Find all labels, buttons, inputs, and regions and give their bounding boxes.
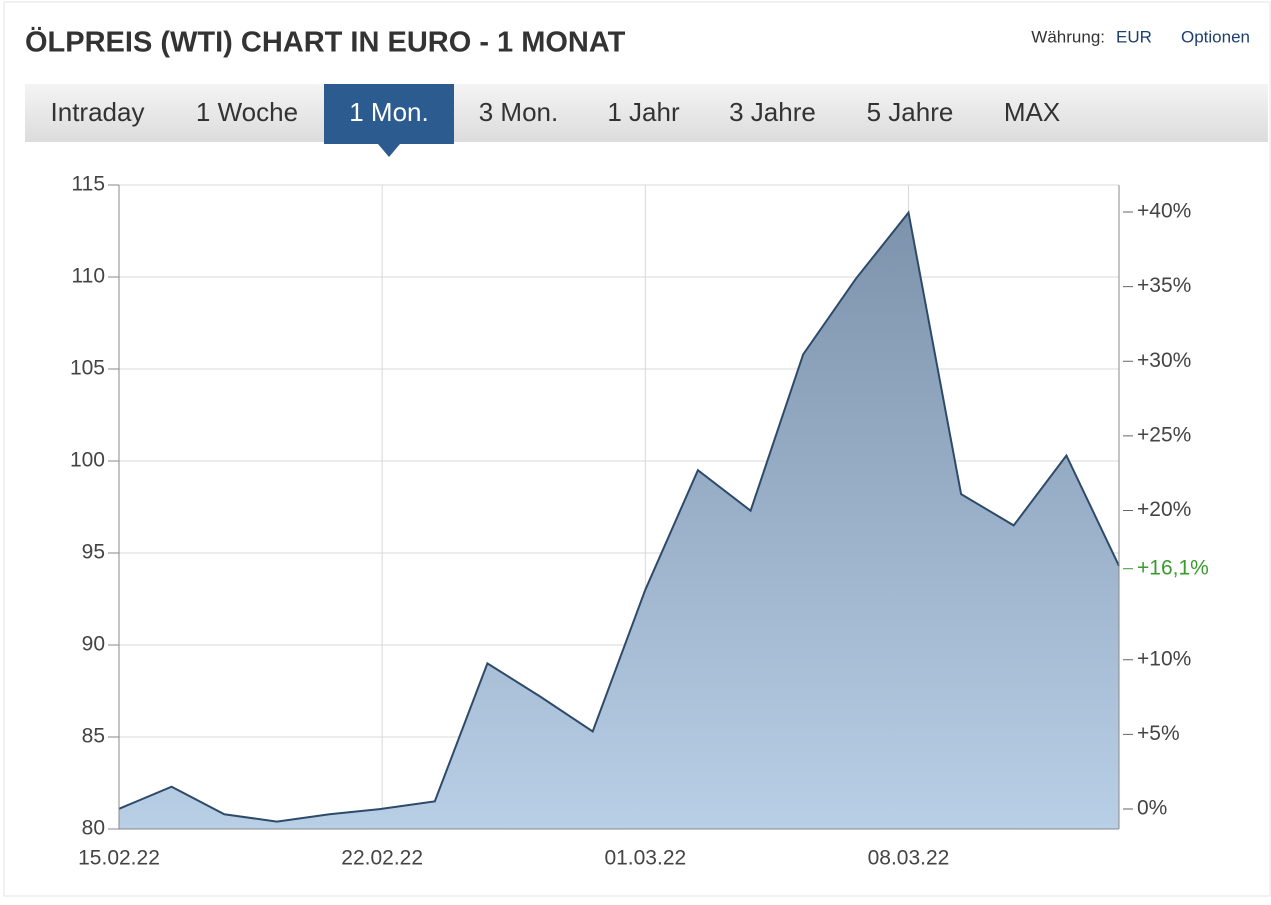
x-tick-label: 08.03.22 <box>868 847 950 870</box>
y2-tick-label: +20% <box>1137 498 1191 521</box>
y-tick-label: 90 <box>82 633 105 656</box>
tab[interactable]: 5 Jahre <box>867 97 954 127</box>
tab-bar <box>25 84 1268 142</box>
tab[interactable]: 1 Mon. <box>349 97 429 127</box>
options[interactable]: Optionen <box>1181 27 1250 46</box>
y2-tick-label: 0% <box>1137 797 1167 820</box>
x-tick-label: 22.02.22 <box>341 847 423 870</box>
tab[interactable]: MAX <box>1004 97 1060 127</box>
y2-tick-label: +35% <box>1137 274 1191 297</box>
y2-tick-label: +5% <box>1137 722 1180 745</box>
active-tab <box>324 84 454 144</box>
y-tick-label: 115 <box>72 173 105 196</box>
last-change-label: +16,1% <box>1137 556 1209 579</box>
tab[interactable]: Intraday <box>51 97 145 127</box>
currency-label: Währung: <box>1031 27 1105 46</box>
y-tick-label: 110 <box>72 265 105 288</box>
y-tick-label: 105 <box>70 357 105 380</box>
line <box>118 210 1120 823</box>
y2-tick-label: +10% <box>1137 647 1191 670</box>
tab[interactable]: 1 Woche <box>196 97 298 127</box>
y-tick-label: 85 <box>82 725 105 748</box>
y2-tick-label: +25% <box>1137 423 1191 446</box>
x-tick-label: 01.03.22 <box>604 847 686 870</box>
y-tick-label: 80 <box>82 817 105 840</box>
tab[interactable]: 3 Jahre <box>729 97 816 127</box>
y2-tick-label: +40% <box>1137 200 1191 223</box>
area <box>119 212 1119 830</box>
tab[interactable]: 1 Jahr <box>607 97 680 127</box>
y-tick-label: 100 <box>70 449 105 472</box>
currency[interactable]: EUR <box>1116 27 1152 46</box>
y2-tick-label: +30% <box>1137 349 1191 372</box>
title: ÖLPREIS (WTI) CHART IN EURO - 1 MONAT <box>25 26 626 59</box>
tab[interactable]: 3 Mon. <box>479 97 559 127</box>
active-tab-pointer <box>378 144 400 157</box>
y-tick-label: 95 <box>82 541 105 564</box>
x-tick-label: 15.02.22 <box>78 847 160 870</box>
